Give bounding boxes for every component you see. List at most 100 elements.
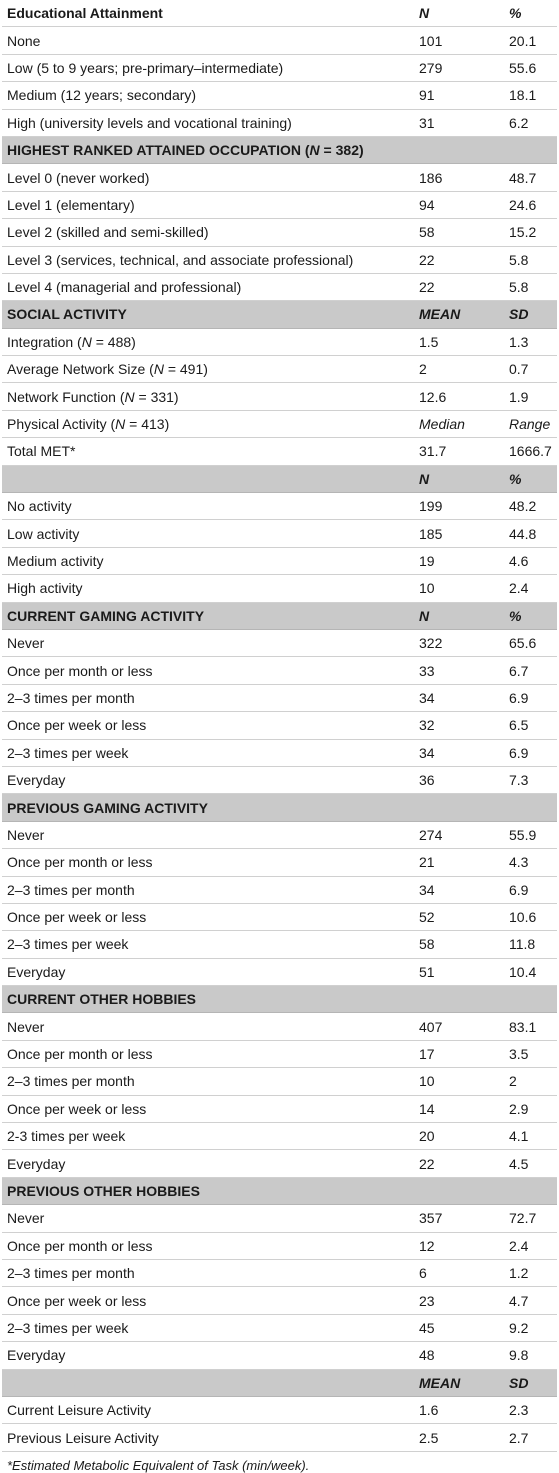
row-label: PREVIOUS OTHER HOBBIES (2, 1177, 414, 1206)
row-label-text: PREVIOUS OTHER HOBBIES (7, 1182, 200, 1199)
row-label-text: Average Network Size ( (7, 361, 154, 378)
value-cell-2: 15.2 (504, 218, 557, 247)
value-cell-1: 186 (414, 163, 504, 192)
value-cell-2: 48.2 (504, 492, 557, 521)
row-label-count: = 413) (125, 416, 170, 433)
row-label-text: No activity (7, 498, 72, 515)
value-cell-1: 357 (414, 1204, 504, 1233)
value-cell-1: 407 (414, 1012, 504, 1041)
row-label-text: Level 3 (services, technical, and associ… (7, 251, 354, 268)
table-row: Low (5 to 9 years; pre-primary–intermedi… (2, 54, 557, 83)
table-row: 2-3 times per week 20 4.1 (2, 1122, 557, 1151)
row-label: Physical Activity (N = 413) (2, 410, 414, 439)
row-label-text: Low (5 to 9 years; pre-primary–intermedi… (7, 59, 284, 76)
row-label: Level 3 (services, technical, and associ… (2, 246, 414, 274)
row-label-text: High activity (7, 580, 83, 597)
row-label-text: Everyday (7, 772, 66, 789)
table-row: Never 274 55.9 (2, 821, 557, 850)
value-cell-2: 6.5 (504, 711, 557, 740)
row-label: 2–3 times per month (2, 1259, 414, 1288)
row-label-text: SOCIAL ACTIVITY (7, 306, 127, 323)
value-cell-1: 51 (414, 958, 504, 987)
value-cell-1: 20 (414, 1122, 504, 1151)
value-cell-2: 65.6 (504, 629, 557, 658)
value-cell-2: 7.3 (504, 766, 557, 795)
row-label: Medium (12 years; secondary) (2, 81, 414, 110)
row-label-text: CURRENT OTHER HOBBIES (7, 991, 197, 1008)
row-label: CURRENT GAMING ACTIVITY (2, 602, 414, 630)
row-label-count: = 382) (319, 142, 364, 159)
table-row: Level 1 (elementary) 94 24.6 (2, 191, 557, 220)
value-cell-1: 52 (414, 903, 504, 932)
row-label: 2–3 times per week (2, 1314, 414, 1343)
table-row: Current Leisure Activity 1.6 2.3 (2, 1396, 557, 1425)
value-cell-1: 58 (414, 930, 504, 959)
value-cell-1: 10 (414, 1067, 504, 1096)
table-row: Everyday 48 9.8 (2, 1341, 557, 1370)
value-cell-2: SD (504, 300, 557, 329)
table-row: Everyday 22 4.5 (2, 1149, 557, 1178)
row-label: Never (2, 629, 414, 658)
row-label-text: 2–3 times per week (7, 744, 129, 761)
row-label-text: Never (7, 1018, 45, 1035)
value-cell-1: Median (414, 410, 504, 439)
row-label: Average Network Size (N = 491) (2, 355, 414, 384)
table-row: Never 357 72.7 (2, 1204, 557, 1233)
row-label-text: 2–3 times per month (7, 1073, 135, 1090)
row-label-text: Once per month or less (7, 854, 153, 871)
value-cell-2: 10.4 (504, 958, 557, 987)
value-cell-2: % (504, 602, 557, 630)
row-label: Once per month or less (2, 656, 414, 685)
value-cell-2: 4.5 (504, 1149, 557, 1178)
row-label: High (university levels and vocational t… (2, 109, 414, 137)
row-label: Medium activity (2, 547, 414, 576)
row-label: 2–3 times per week (2, 930, 414, 959)
row-label: 2–3 times per week (2, 739, 414, 767)
row-label-text: Medium activity (7, 553, 104, 569)
row-label-text: Low activity (7, 525, 80, 542)
value-cell-2: 48.7 (504, 163, 557, 192)
value-cell-2: SD (504, 1369, 557, 1397)
row-label-text: Never (7, 826, 45, 843)
table-row: Once per month or less 21 4.3 (2, 848, 557, 877)
value-cell-2: 18.1 (504, 81, 557, 110)
row-label-n: N (309, 142, 320, 159)
row-label: Never (2, 1204, 414, 1233)
row-label: Once per week or less (2, 711, 414, 740)
value-cell-1: 21 (414, 848, 504, 877)
table-row: 2–3 times per month 6 1.2 (2, 1259, 557, 1288)
value-cell-2: 2 (504, 1067, 557, 1096)
row-label-text: 2–3 times per month (7, 1265, 135, 1282)
value-cell-2: 6.7 (504, 656, 557, 685)
value-cell-1: 322 (414, 629, 504, 658)
row-label-count: = 488) (91, 333, 136, 350)
value-cell-1: 45 (414, 1314, 504, 1343)
value-cell-2: 20.1 (504, 26, 557, 55)
row-label-text: Integration ( (7, 333, 82, 350)
value-cell-1: 12 (414, 1232, 504, 1260)
row-label: Current Leisure Activity (2, 1396, 414, 1425)
row-label: CURRENT OTHER HOBBIES (2, 985, 414, 1014)
value-cell-1: 1.6 (414, 1396, 504, 1425)
value-cell-2: 4.3 (504, 848, 557, 877)
value-cell-1: 32 (414, 711, 504, 740)
value-cell-1: 22 (414, 1149, 504, 1178)
value-cell-2: 2.3 (504, 1396, 557, 1425)
row-label: Everyday (2, 1341, 414, 1370)
value-cell-2: 5.8 (504, 246, 557, 274)
row-label-text: High (university levels and vocational t… (7, 114, 292, 131)
value-cell-1: 91 (414, 81, 504, 110)
table-row: None 101 20.1 (2, 26, 557, 55)
table-row: Integration (N = 488) 1.5 1.3 (2, 328, 557, 357)
row-label-text: Everyday (7, 1347, 66, 1364)
row-label (2, 1369, 414, 1397)
value-cell-1: 199 (414, 492, 504, 521)
value-cell-2: 4.7 (504, 1286, 557, 1315)
row-label: Never (2, 1012, 414, 1041)
table-row: 2–3 times per week 58 11.8 (2, 930, 557, 959)
section-header-row: HIGHEST RANKED ATTAINED OCCUPATION (N = … (2, 136, 557, 165)
row-label: Once per month or less (2, 1232, 414, 1260)
row-label-text: Once per week or less (7, 909, 147, 926)
table-row: Level 4 (managerial and professional) 22 5… (2, 273, 557, 302)
table-row: Everyday 36 7.3 (2, 766, 557, 795)
